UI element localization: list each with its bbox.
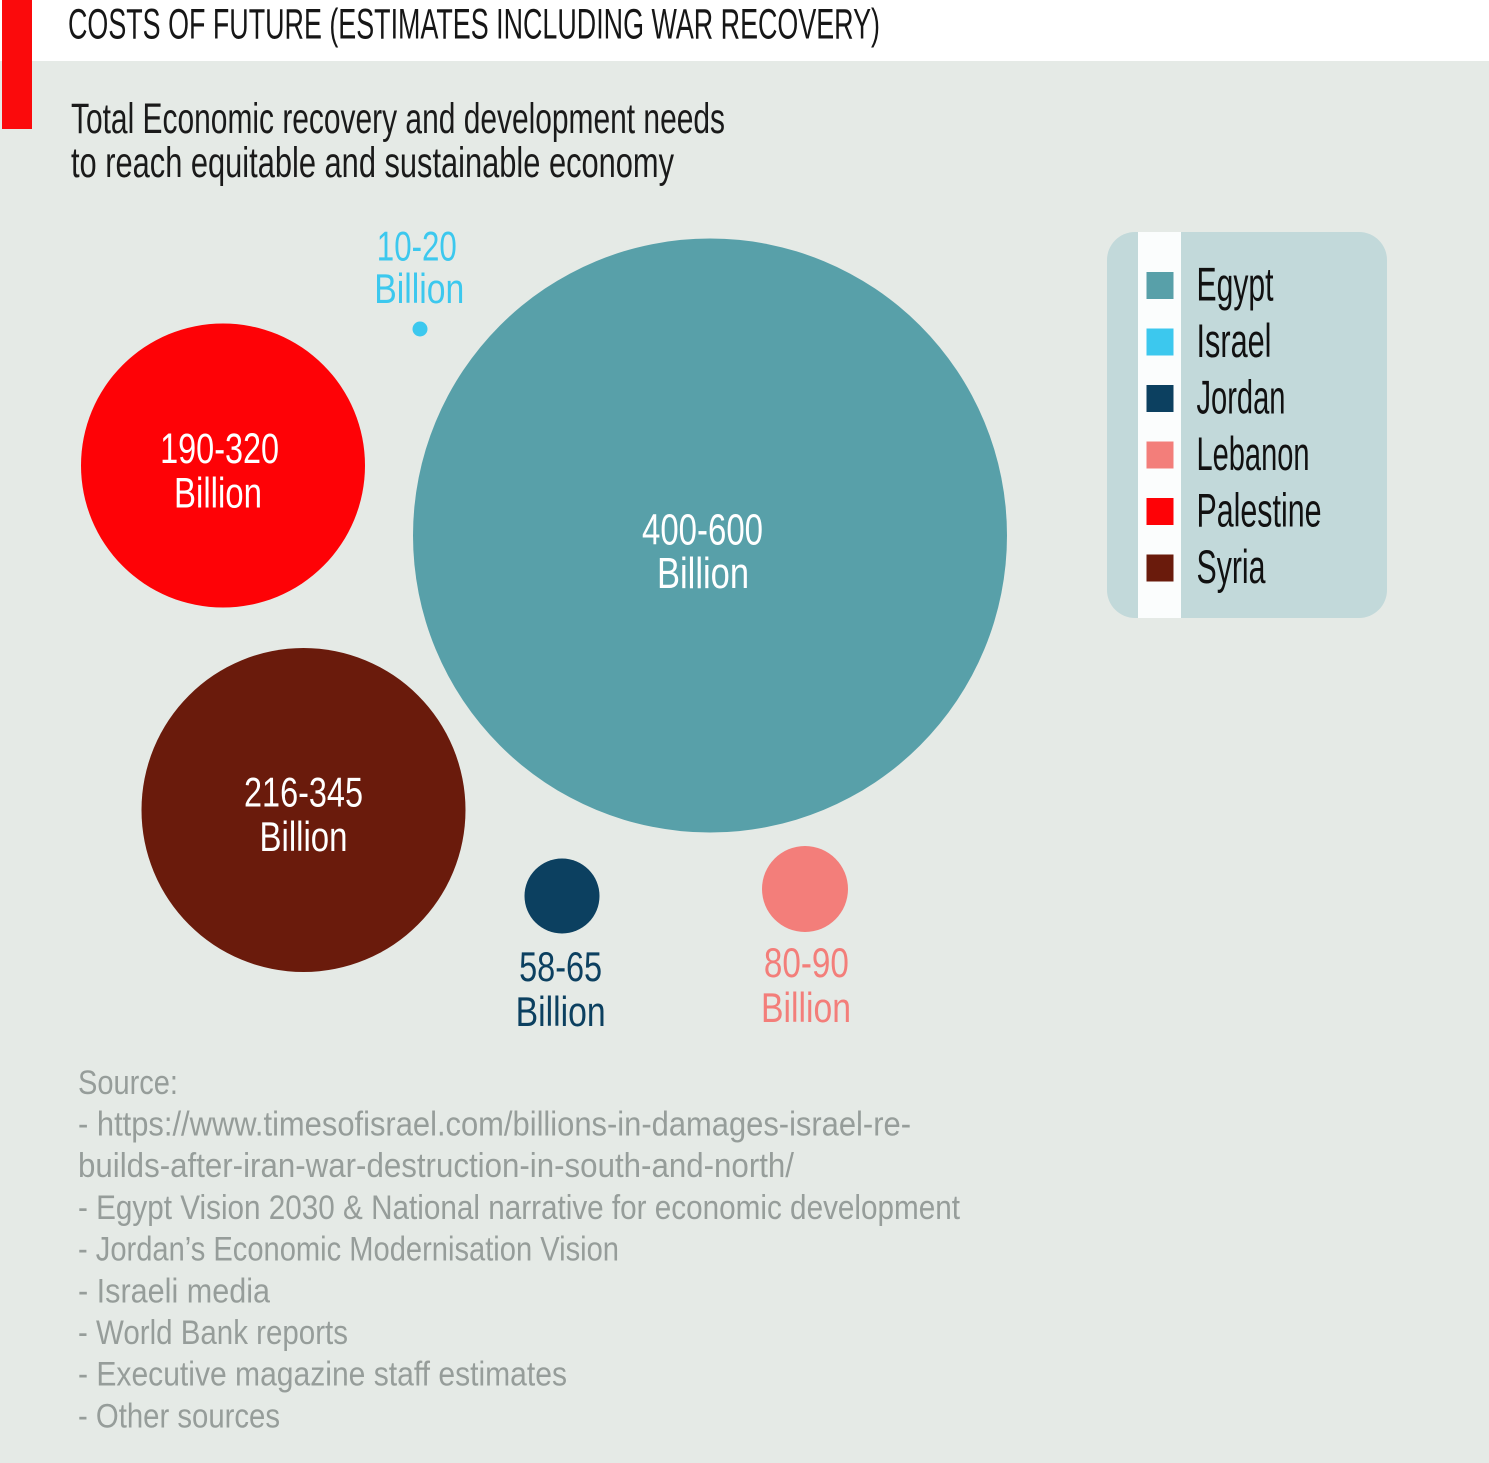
svg-text:Syria: Syria: [1197, 540, 1267, 593]
svg-text:builds-after-iran-war-destruct: builds-after-iran-war-destruction-in-sou…: [78, 1147, 794, 1185]
svg-text:- Jordan’s Economic Modernisat: - Jordan’s Economic Modernisation Vision: [78, 1231, 619, 1269]
svg-text:- https://www.timesofisrael.co: - https://www.timesofisrael.com/billions…: [78, 1106, 911, 1144]
svg-text:10-20: 10-20: [377, 222, 457, 269]
svg-text:Billion: Billion: [516, 988, 606, 1035]
svg-text:- Egypt Vision 2030 & National: - Egypt Vision 2030 & National narrative…: [78, 1189, 960, 1227]
svg-text:Palestine: Palestine: [1197, 484, 1322, 537]
svg-text:Billion: Billion: [374, 265, 464, 312]
svg-text:Billion: Billion: [761, 984, 851, 1031]
svg-text:Israel: Israel: [1197, 314, 1272, 367]
svg-text:COSTS OF FUTURE (ESTIMATES INC: COSTS OF FUTURE (ESTIMATES INCLUDING WAR…: [68, 1, 880, 49]
svg-text:190-320: 190-320: [160, 425, 279, 473]
svg-text:Billion: Billion: [657, 549, 749, 598]
svg-text:Lebanon: Lebanon: [1197, 427, 1310, 480]
svg-text:- Other sources: - Other sources: [78, 1397, 280, 1435]
svg-text:Total Economic recovery and de: Total Economic recovery and development …: [71, 95, 725, 143]
svg-text:58-65: 58-65: [519, 943, 602, 990]
svg-text:Billion: Billion: [174, 469, 262, 517]
svg-text:400-600: 400-600: [642, 506, 763, 555]
svg-text:to reach equitable and sustain: to reach equitable and sustainable econo…: [71, 139, 674, 187]
svg-text:Source:: Source:: [78, 1064, 178, 1102]
svg-text:Jordan: Jordan: [1197, 371, 1286, 424]
svg-text:- World Bank reports: - World Bank reports: [78, 1314, 348, 1352]
svg-text:Egypt: Egypt: [1197, 258, 1274, 311]
svg-text:Billion: Billion: [260, 813, 348, 860]
svg-text:216-345: 216-345: [244, 769, 363, 816]
svg-text:- Israeli media: - Israeli media: [78, 1272, 271, 1310]
svg-text:80-90: 80-90: [764, 939, 849, 986]
svg-text:- Executive magazine staff est: - Executive magazine staff estimates: [78, 1356, 567, 1394]
